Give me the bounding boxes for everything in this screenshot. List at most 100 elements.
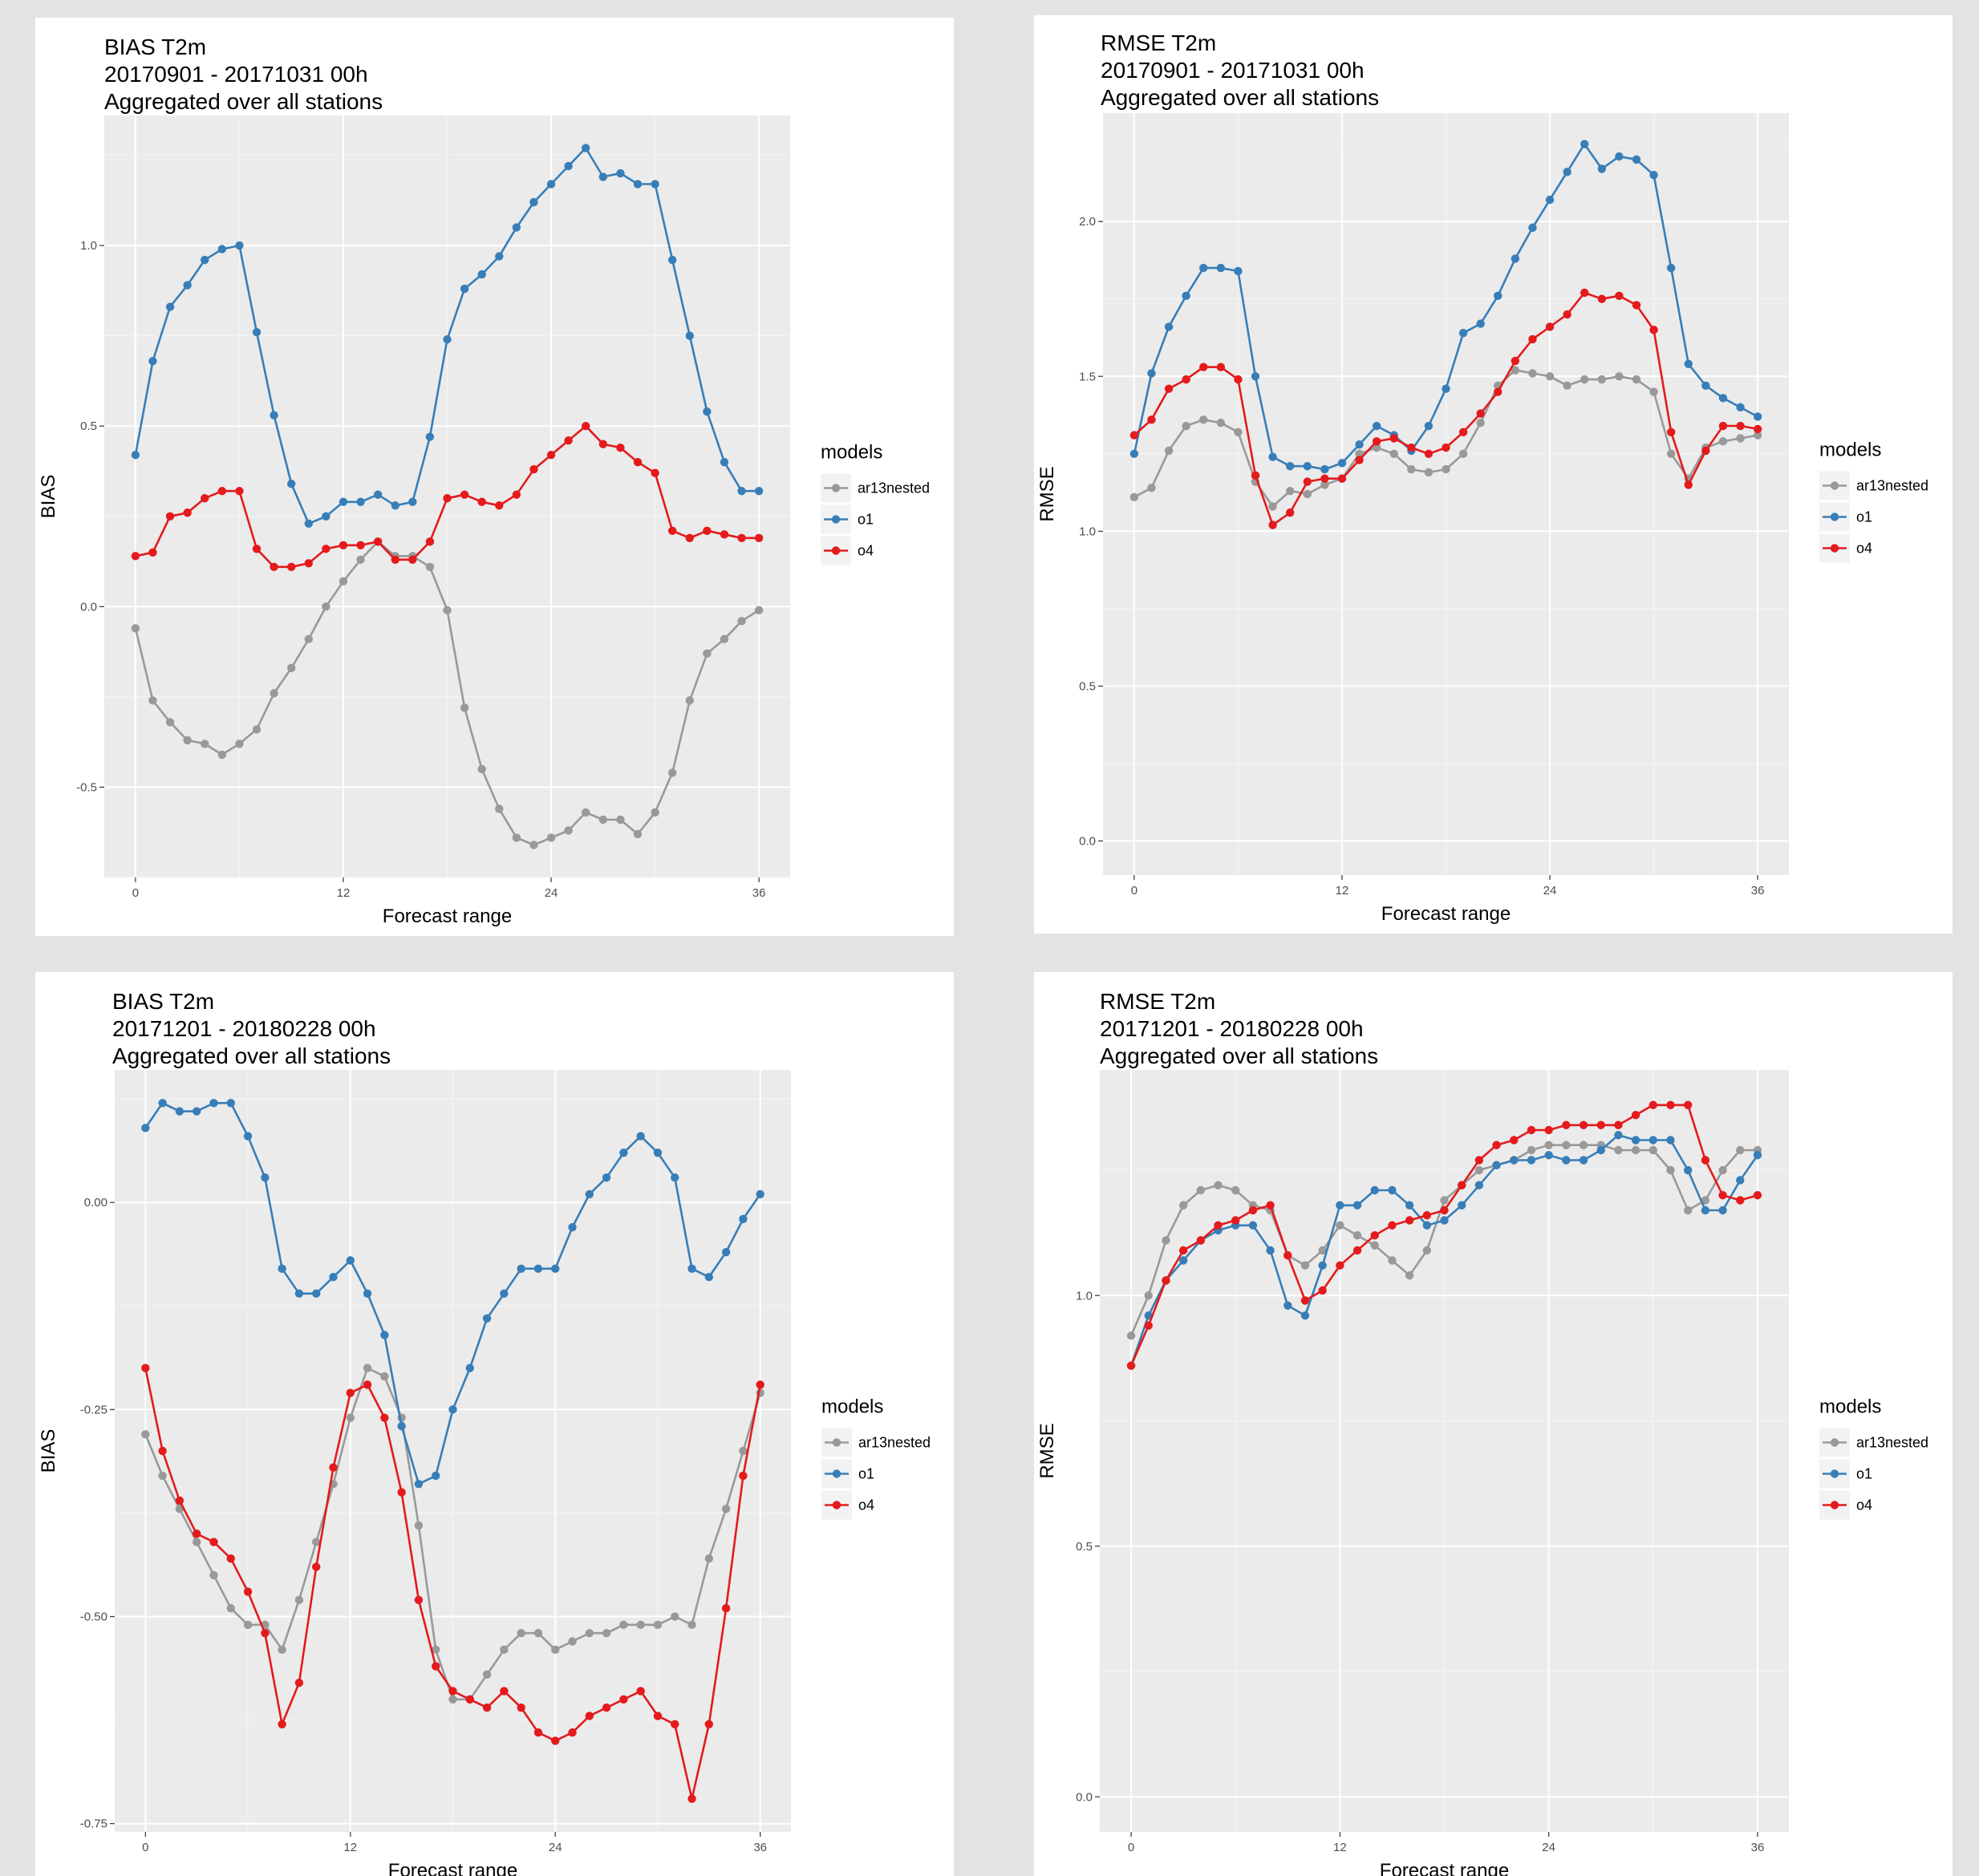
data-point-o4 — [294, 1678, 304, 1688]
data-point-o1 — [363, 1289, 372, 1299]
legend-key-point — [832, 1501, 841, 1509]
data-point-ar13nested — [582, 808, 590, 817]
x-axis-label: Forecast range — [1381, 903, 1511, 925]
data-point-o1 — [1266, 1246, 1275, 1255]
data-point-ar13nested — [425, 562, 435, 571]
data-point-o4 — [482, 1703, 492, 1712]
data-point-o4 — [1182, 375, 1190, 384]
data-point-ar13nested — [1424, 468, 1434, 477]
data-point-ar13nested — [1736, 434, 1745, 443]
data-point-o4 — [1684, 480, 1693, 489]
series-ar13nested — [131, 537, 764, 849]
y-tick-label: 0.5 — [80, 419, 97, 433]
data-point-ar13nested — [158, 1471, 167, 1481]
data-point-o1 — [1320, 464, 1329, 474]
data-point-o1 — [737, 487, 746, 496]
data-point-o4 — [1545, 322, 1555, 331]
data-point-o4 — [1528, 334, 1537, 344]
data-point-o4 — [148, 548, 157, 557]
data-point-o4 — [1442, 443, 1450, 452]
chart-panel-rmse-autumn: RMSE T2m 20170901 - 20171031 00h Aggregate… — [1034, 15, 1953, 934]
data-point-o1 — [1234, 266, 1243, 276]
data-point-ar13nested — [1407, 464, 1416, 474]
data-point-ar13nested — [500, 1645, 509, 1655]
series-o4 — [141, 1363, 764, 1803]
data-point-o4 — [633, 458, 643, 467]
data-point-o4 — [270, 562, 278, 571]
data-point-ar13nested — [460, 703, 469, 712]
legend-key-point — [1830, 1438, 1839, 1447]
data-point-o4 — [1632, 301, 1641, 310]
data-point-o4 — [286, 562, 296, 571]
data-point-ar13nested — [1164, 446, 1174, 456]
data-point-o4 — [356, 541, 365, 549]
data-point-ar13nested — [685, 696, 694, 705]
data-point-ar13nested — [568, 1637, 577, 1646]
data-point-o4 — [685, 533, 694, 542]
data-point-ar13nested — [243, 1620, 253, 1630]
data-point-o1 — [1422, 1221, 1432, 1230]
data-point-o4 — [1753, 424, 1762, 434]
data-point-o1 — [1248, 1221, 1258, 1230]
data-point-o4 — [1178, 1246, 1188, 1255]
data-point-ar13nested — [1511, 366, 1520, 375]
data-point-o4 — [1196, 1236, 1206, 1245]
data-point-o4 — [1162, 1276, 1170, 1285]
data-point-o4 — [720, 530, 729, 539]
data-point-o1 — [1684, 359, 1693, 369]
data-point-o1 — [1580, 140, 1589, 148]
data-point-o1 — [582, 144, 590, 152]
data-point-o1 — [1199, 263, 1208, 273]
data-point-ar13nested — [551, 1645, 560, 1655]
data-point-o4 — [687, 1794, 696, 1803]
data-point-o4 — [703, 526, 712, 535]
data-point-o1 — [1284, 1301, 1292, 1310]
legend-key-point — [831, 484, 841, 492]
y-tick-label: 0.0 — [80, 600, 97, 614]
data-point-ar13nested — [1631, 1145, 1640, 1155]
legend-title: models — [1819, 440, 1881, 461]
data-point-ar13nested — [1614, 1145, 1623, 1155]
legend-key-point — [832, 1469, 841, 1478]
data-point-ar13nested — [1563, 381, 1571, 391]
data-point-o1 — [1405, 1201, 1414, 1209]
data-point-o1 — [1372, 421, 1381, 431]
legend-key-point — [1830, 481, 1839, 490]
legend-label-o1: o1 — [858, 512, 874, 528]
data-point-o4 — [1615, 291, 1624, 301]
data-point-o1 — [432, 1471, 440, 1481]
data-point-ar13nested — [667, 768, 677, 777]
data-point-ar13nested — [1649, 387, 1658, 396]
data-point-ar13nested — [671, 1612, 679, 1621]
data-point-o4 — [373, 537, 383, 546]
data-point-ar13nested — [477, 764, 486, 774]
data-point-o4 — [1144, 1321, 1153, 1330]
data-point-o4 — [533, 1728, 543, 1737]
data-point-o4 — [1405, 1216, 1414, 1225]
data-point-ar13nested — [1234, 427, 1243, 436]
data-point-o1 — [1753, 1151, 1762, 1160]
data-point-o1 — [529, 197, 538, 207]
data-point-o4 — [512, 490, 521, 499]
data-point-o1 — [1736, 403, 1745, 412]
data-point-o4 — [1510, 1136, 1519, 1145]
data-point-o1 — [720, 458, 729, 467]
data-point-ar13nested — [619, 1620, 628, 1630]
chart-title-line: Aggregated over all stations — [1101, 85, 1379, 110]
data-point-o1 — [1753, 412, 1762, 421]
data-point-o4 — [1388, 1221, 1397, 1230]
data-point-ar13nested — [339, 577, 348, 586]
data-point-o1 — [158, 1099, 167, 1108]
data-point-o4 — [721, 1603, 731, 1613]
data-point-o4 — [739, 1471, 748, 1481]
y-axis-label: BIAS — [38, 1429, 59, 1473]
legend-key-point — [831, 515, 841, 524]
legend-label-ar13nested: ar13nested — [1856, 478, 1928, 494]
y-tick-label: 0.5 — [1079, 679, 1096, 693]
data-point-ar13nested — [270, 689, 278, 698]
data-point-o4 — [1579, 1120, 1588, 1129]
data-point-o1 — [1251, 372, 1260, 381]
data-point-o1 — [1370, 1185, 1379, 1195]
data-point-o1 — [1648, 1136, 1658, 1145]
data-point-ar13nested — [1597, 375, 1607, 384]
